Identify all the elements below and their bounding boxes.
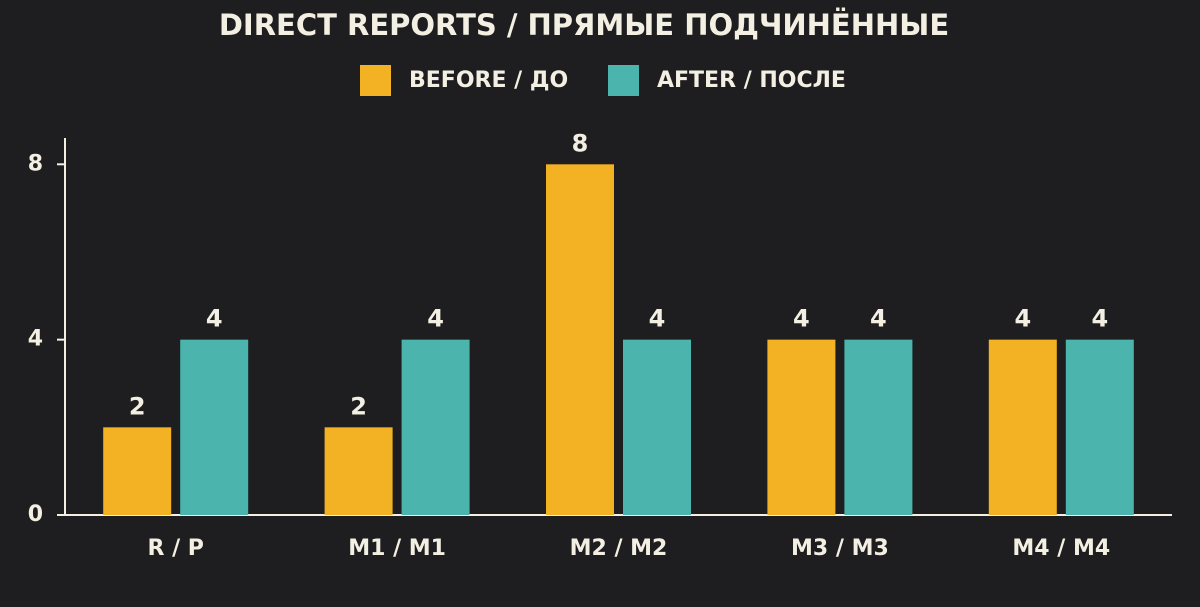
legend-label: BEFORE / ДО [409, 68, 568, 93]
y-tick-label: 4 [28, 327, 43, 352]
bar [623, 339, 691, 515]
x-tick-label: M2 / M2 [570, 536, 668, 561]
legend-swatch [360, 65, 391, 96]
bar [844, 339, 913, 515]
x-tick-label: M3 / M3 [791, 536, 889, 561]
y-tick-label: 0 [28, 502, 43, 527]
data-label: 8 [572, 129, 589, 157]
x-tick-label: M4 / M4 [1012, 536, 1110, 561]
bar [1065, 339, 1134, 515]
data-label: 4 [649, 305, 666, 333]
bar [401, 339, 470, 515]
data-label: 2 [129, 392, 146, 420]
bar [546, 164, 614, 516]
data-label: 4 [1014, 305, 1031, 333]
bar [324, 427, 393, 515]
data-label: 4 [206, 305, 223, 333]
data-label: 4 [1091, 305, 1108, 333]
legend-swatch [608, 65, 639, 96]
bar [103, 427, 172, 515]
data-label: 2 [350, 392, 367, 420]
bar [180, 339, 249, 515]
bar [767, 339, 836, 515]
x-tick-label: M1 / M1 [348, 536, 446, 561]
chart-title: DIRECT REPORTS / ПРЯМЫЕ ПОДЧИНЁННЫЕ [219, 8, 949, 42]
y-tick-label: 8 [28, 151, 43, 176]
data-label: 4 [870, 305, 887, 333]
legend-label: AFTER / ПОСЛЕ [657, 68, 846, 93]
data-label: 4 [793, 305, 810, 333]
bar [988, 339, 1057, 515]
data-label: 4 [427, 305, 444, 333]
x-tick-label: R / P [147, 536, 203, 561]
